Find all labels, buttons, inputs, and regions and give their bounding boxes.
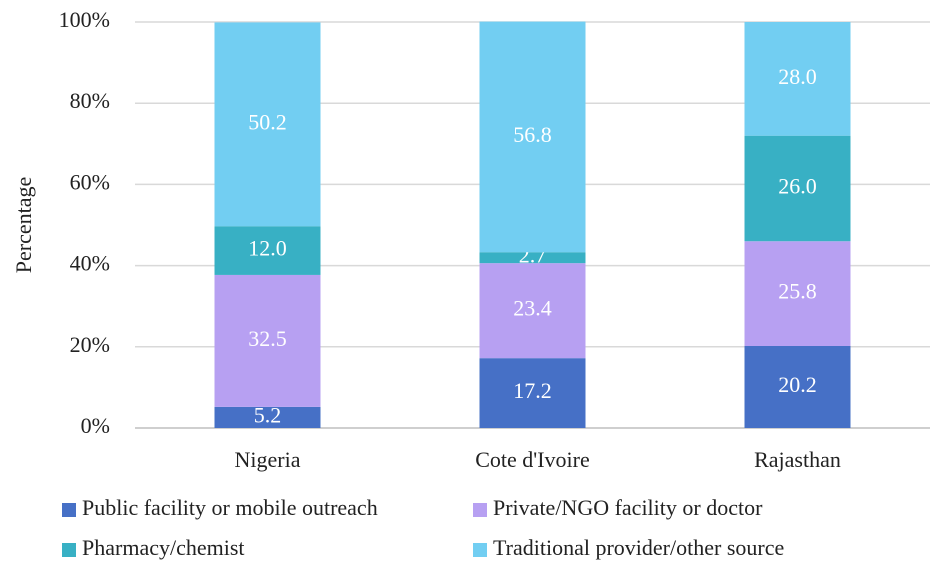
bar-segment	[214, 274, 321, 407]
value-label: 32.5	[248, 326, 287, 351]
value-label: 17.2	[513, 378, 552, 403]
value-label: 26.0	[778, 174, 817, 199]
bar-segment	[744, 241, 851, 346]
legend-swatch	[473, 543, 487, 557]
y-axis-label: Percentage	[11, 177, 36, 274]
legend-label: Traditional provider/other source	[493, 535, 784, 560]
bar-segment	[479, 358, 586, 428]
bar-segment	[479, 252, 586, 264]
value-label: 28.0	[778, 64, 817, 89]
y-tick-label: 40%	[70, 251, 110, 276]
bar-segment	[744, 345, 851, 428]
bar-segment	[479, 21, 586, 253]
bar-segment	[214, 226, 321, 275]
y-tick-label: 100%	[59, 7, 110, 32]
bar-segment	[479, 263, 586, 359]
x-tick-label: Cote d'Ivoire	[475, 447, 590, 472]
bar-segment	[744, 135, 851, 242]
legend-swatch	[62, 503, 76, 517]
legend-label: Private/NGO facility or doctor	[493, 495, 763, 520]
legend-swatch	[473, 503, 487, 517]
value-label: 50.2	[248, 109, 287, 134]
y-tick-label: 60%	[70, 169, 110, 194]
legend-label: Public facility or mobile outreach	[82, 495, 378, 520]
value-label: 56.8	[513, 122, 552, 147]
legend-label: Pharmacy/chemist	[82, 535, 245, 560]
x-tick-label: Rajasthan	[754, 447, 841, 472]
bar-segment	[214, 22, 321, 227]
y-tick-label: 0%	[81, 413, 110, 438]
x-tick-label: Nigeria	[235, 447, 301, 472]
legend-swatch	[62, 543, 76, 557]
value-label: 23.4	[513, 296, 552, 321]
value-label: 20.2	[778, 372, 817, 397]
y-tick-label: 80%	[70, 88, 110, 113]
bar-segment	[214, 406, 321, 428]
y-tick-label: 20%	[70, 332, 110, 357]
value-label: 25.8	[778, 279, 817, 304]
value-label: 12.0	[248, 236, 287, 261]
bar-segment	[744, 22, 851, 136]
